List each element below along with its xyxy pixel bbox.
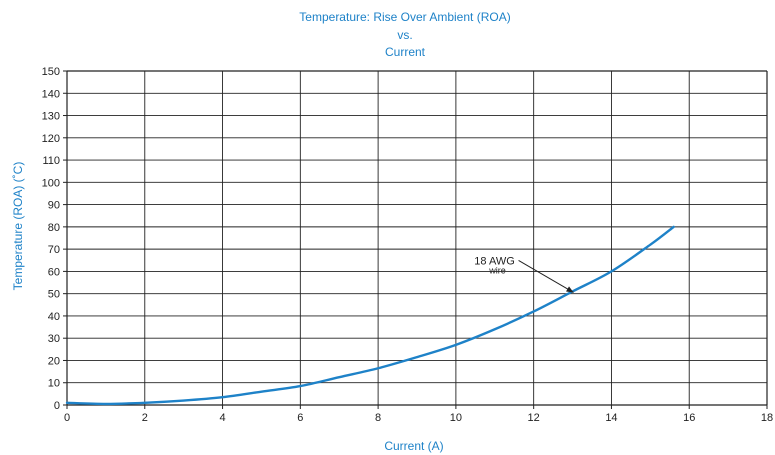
y-tick-label-1: 10 [48,378,60,390]
y-tick-label-0: 0 [54,400,60,412]
y-tick-label-11: 110 [42,155,60,167]
y-tick-label-13: 130 [42,111,60,123]
chart-title-line-1: Temperature: Rise Over Ambient (ROA) [299,10,510,24]
series-line-0 [65,225,675,406]
grid [63,70,768,409]
y-tick-label-8: 80 [48,222,60,234]
y-tick-label-3: 30 [48,333,60,345]
x-tick-label-6: 12 [528,412,540,424]
y-tick-label-9: 90 [48,200,60,212]
y-tick-label-7: 70 [48,244,60,256]
y-tick-label-15: 150 [42,66,60,78]
x-tick-label-2: 4 [219,412,225,424]
y-tick-label-14: 140 [42,88,60,100]
chart-title-line-3: Current [385,45,426,59]
x-tick-label-3: 6 [297,412,303,424]
x-tick-label-4: 8 [375,412,381,424]
annotation-label-0: 18 AWG [474,255,515,267]
x-tick-label-0: 0 [64,412,70,424]
annotation-sublabel-0: wire [488,265,506,275]
chart-title: Temperature: Rise Over Ambient (ROA) vs.… [299,10,510,59]
annotation-pointer-line-0 [518,260,574,293]
x-tick-labels: 0 2 4 6 8 10 12 14 16 18 [64,412,773,424]
y-tick-label-6: 60 [48,266,60,278]
x-tick-label-7: 14 [605,412,617,424]
y-tick-label-12: 120 [42,133,60,145]
chart-title-line-2: vs. [397,28,412,42]
y-tick-label-2: 20 [48,355,60,367]
x-tick-label-8: 16 [683,412,695,424]
x-tick-label-9: 18 [761,412,773,424]
y-tick-label-5: 50 [48,289,60,301]
annotation-arrowhead-0 [565,286,574,293]
x-tick-label-5: 10 [450,412,462,424]
series-group [65,225,675,406]
x-axis-label: Current (A) [384,439,443,453]
y-tick-label-10: 100 [42,177,60,189]
y-tick-labels: 0 10 20 30 40 50 60 70 80 90 100 110 120 130 140 150 [42,66,60,412]
y-axis-label: Temperature (ROA) (˚C) [11,162,25,291]
x-tick-label-1: 2 [142,412,148,424]
y-tick-label-4: 40 [48,311,60,323]
